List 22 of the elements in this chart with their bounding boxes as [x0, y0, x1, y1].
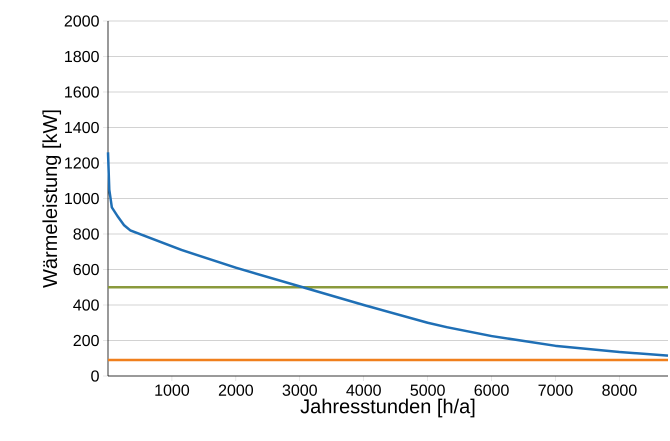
y-axis-title: Wärmeleistung [kW]	[42, 110, 62, 288]
y-tick-label: 1800	[65, 50, 99, 62]
x-tick-label: 1000	[155, 384, 190, 396]
y-tick-label: 1400	[65, 122, 99, 134]
y-tick-label: 1600	[65, 86, 99, 98]
x-tick-label: 8000	[602, 384, 637, 396]
x-tick-label: 4000	[346, 384, 381, 396]
x-tick-label: 5000	[410, 384, 445, 396]
y-tick-label: 600	[74, 264, 99, 276]
x-tick-label: 7000	[538, 384, 573, 396]
y-tick-label: 2000	[64, 15, 99, 27]
y-tick-label: 400	[73, 299, 99, 311]
y-tick-label: 1200	[65, 157, 99, 169]
x-tick-label: 6000	[474, 384, 509, 396]
x-tick-label: 3000	[282, 384, 317, 396]
line-series	[106, 151, 670, 357]
y-tick-label: 800	[73, 228, 99, 240]
x-axis-title: Jahresstunden [h/a]	[300, 398, 474, 418]
y-tick-label: 1000	[65, 192, 99, 204]
y-tick-label: 200	[74, 334, 99, 346]
y-tick-label: 0	[91, 370, 99, 382]
x-tick-label: 2000	[218, 384, 254, 396]
